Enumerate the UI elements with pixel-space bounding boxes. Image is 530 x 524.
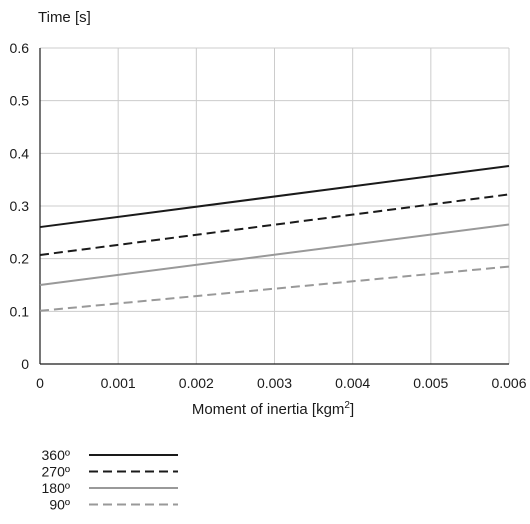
series-line-2 [39, 223, 510, 286]
series-line-0 [39, 164, 510, 229]
grid-layer [40, 47, 510, 364]
y-tick-label: 0.5 [10, 93, 30, 109]
y-tick-label: 0.1 [10, 303, 30, 319]
y-axis-label: Time [s] [38, 9, 91, 26]
x-tick-label: 0.002 [179, 375, 214, 391]
legend-label: 180º [42, 480, 70, 496]
legend-label: 270º [42, 464, 70, 480]
x-axis-label-base: Moment of inertia [kgm [192, 401, 345, 418]
x-tick-label: 0.003 [257, 375, 292, 391]
legend-label: 360º [42, 447, 70, 463]
y-tick-label: 0.4 [10, 145, 30, 161]
series-line-3 [39, 265, 510, 312]
x-tick-label: 0.006 [491, 375, 526, 391]
x-axis-label: Moment of inertia [kgm2] [192, 400, 354, 418]
tick-label-layer: 0 0.001 0.002 0.003 0.004 0.005 0.006 0 0.1 0.2 0.… [10, 40, 527, 391]
x-axis-label-end: ] [350, 401, 354, 418]
x-tick-label: 0.004 [335, 375, 370, 391]
series-layer [39, 164, 510, 312]
x-tick-label: 0.001 [101, 375, 136, 391]
y-tick-label: 0.3 [10, 198, 30, 214]
y-tick-label: 0 [21, 356, 29, 372]
series-line-1 [39, 193, 510, 256]
legend-label: 90º [49, 497, 70, 513]
x-tick-label: 0 [36, 375, 44, 391]
x-axis-label-superscript: 2 [344, 400, 350, 411]
x-tick-label: 0.005 [413, 375, 448, 391]
axis-layer [39, 48, 509, 365]
y-tick-label: 0.6 [10, 40, 30, 56]
y-tick-label: 0.2 [10, 251, 30, 267]
